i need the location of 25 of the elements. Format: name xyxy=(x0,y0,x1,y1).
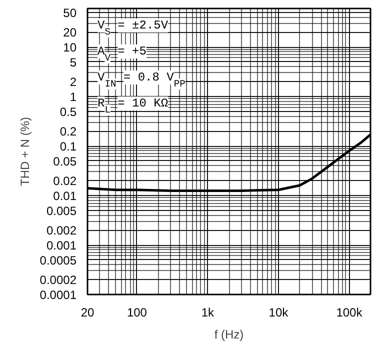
y-tick-label: 5 xyxy=(70,55,77,70)
y-tick-label: 0.05 xyxy=(53,154,77,168)
x-tick-label: 1k xyxy=(201,306,216,320)
y-tick-label: 0.1 xyxy=(60,140,77,154)
y-tick-label: 0.005 xyxy=(46,204,77,218)
y-axis-title: THD + N (%) xyxy=(18,116,32,186)
x-tick-label: 100 xyxy=(126,306,148,320)
y-tick-label: 0.01 xyxy=(53,189,77,204)
y-tick-label: 0.001 xyxy=(46,238,77,253)
x-tick-label: 20 xyxy=(80,306,94,320)
y-tick-label: 10 xyxy=(63,40,77,55)
x-axis-title: f (Hz) xyxy=(214,328,244,342)
y-tick-label: 0.02 xyxy=(53,174,77,188)
y-tick-label: 2 xyxy=(70,75,77,90)
x-tick-label: 100k xyxy=(336,306,364,320)
y-tick-label: 0.0002 xyxy=(40,273,77,288)
y-tick-label: 0.2 xyxy=(60,124,77,139)
y-tick-label: 0.002 xyxy=(46,224,77,238)
y-tick-label: 0.0001 xyxy=(40,288,77,302)
y-tick-label: 50 xyxy=(63,6,77,20)
y-tick-label: 20 xyxy=(63,26,77,40)
y-tick-label: 0.0005 xyxy=(40,253,77,268)
y-tick-label: 1 xyxy=(70,90,77,104)
x-tick-label: 10k xyxy=(268,306,290,320)
y-tick-label: 0.5 xyxy=(60,104,77,119)
